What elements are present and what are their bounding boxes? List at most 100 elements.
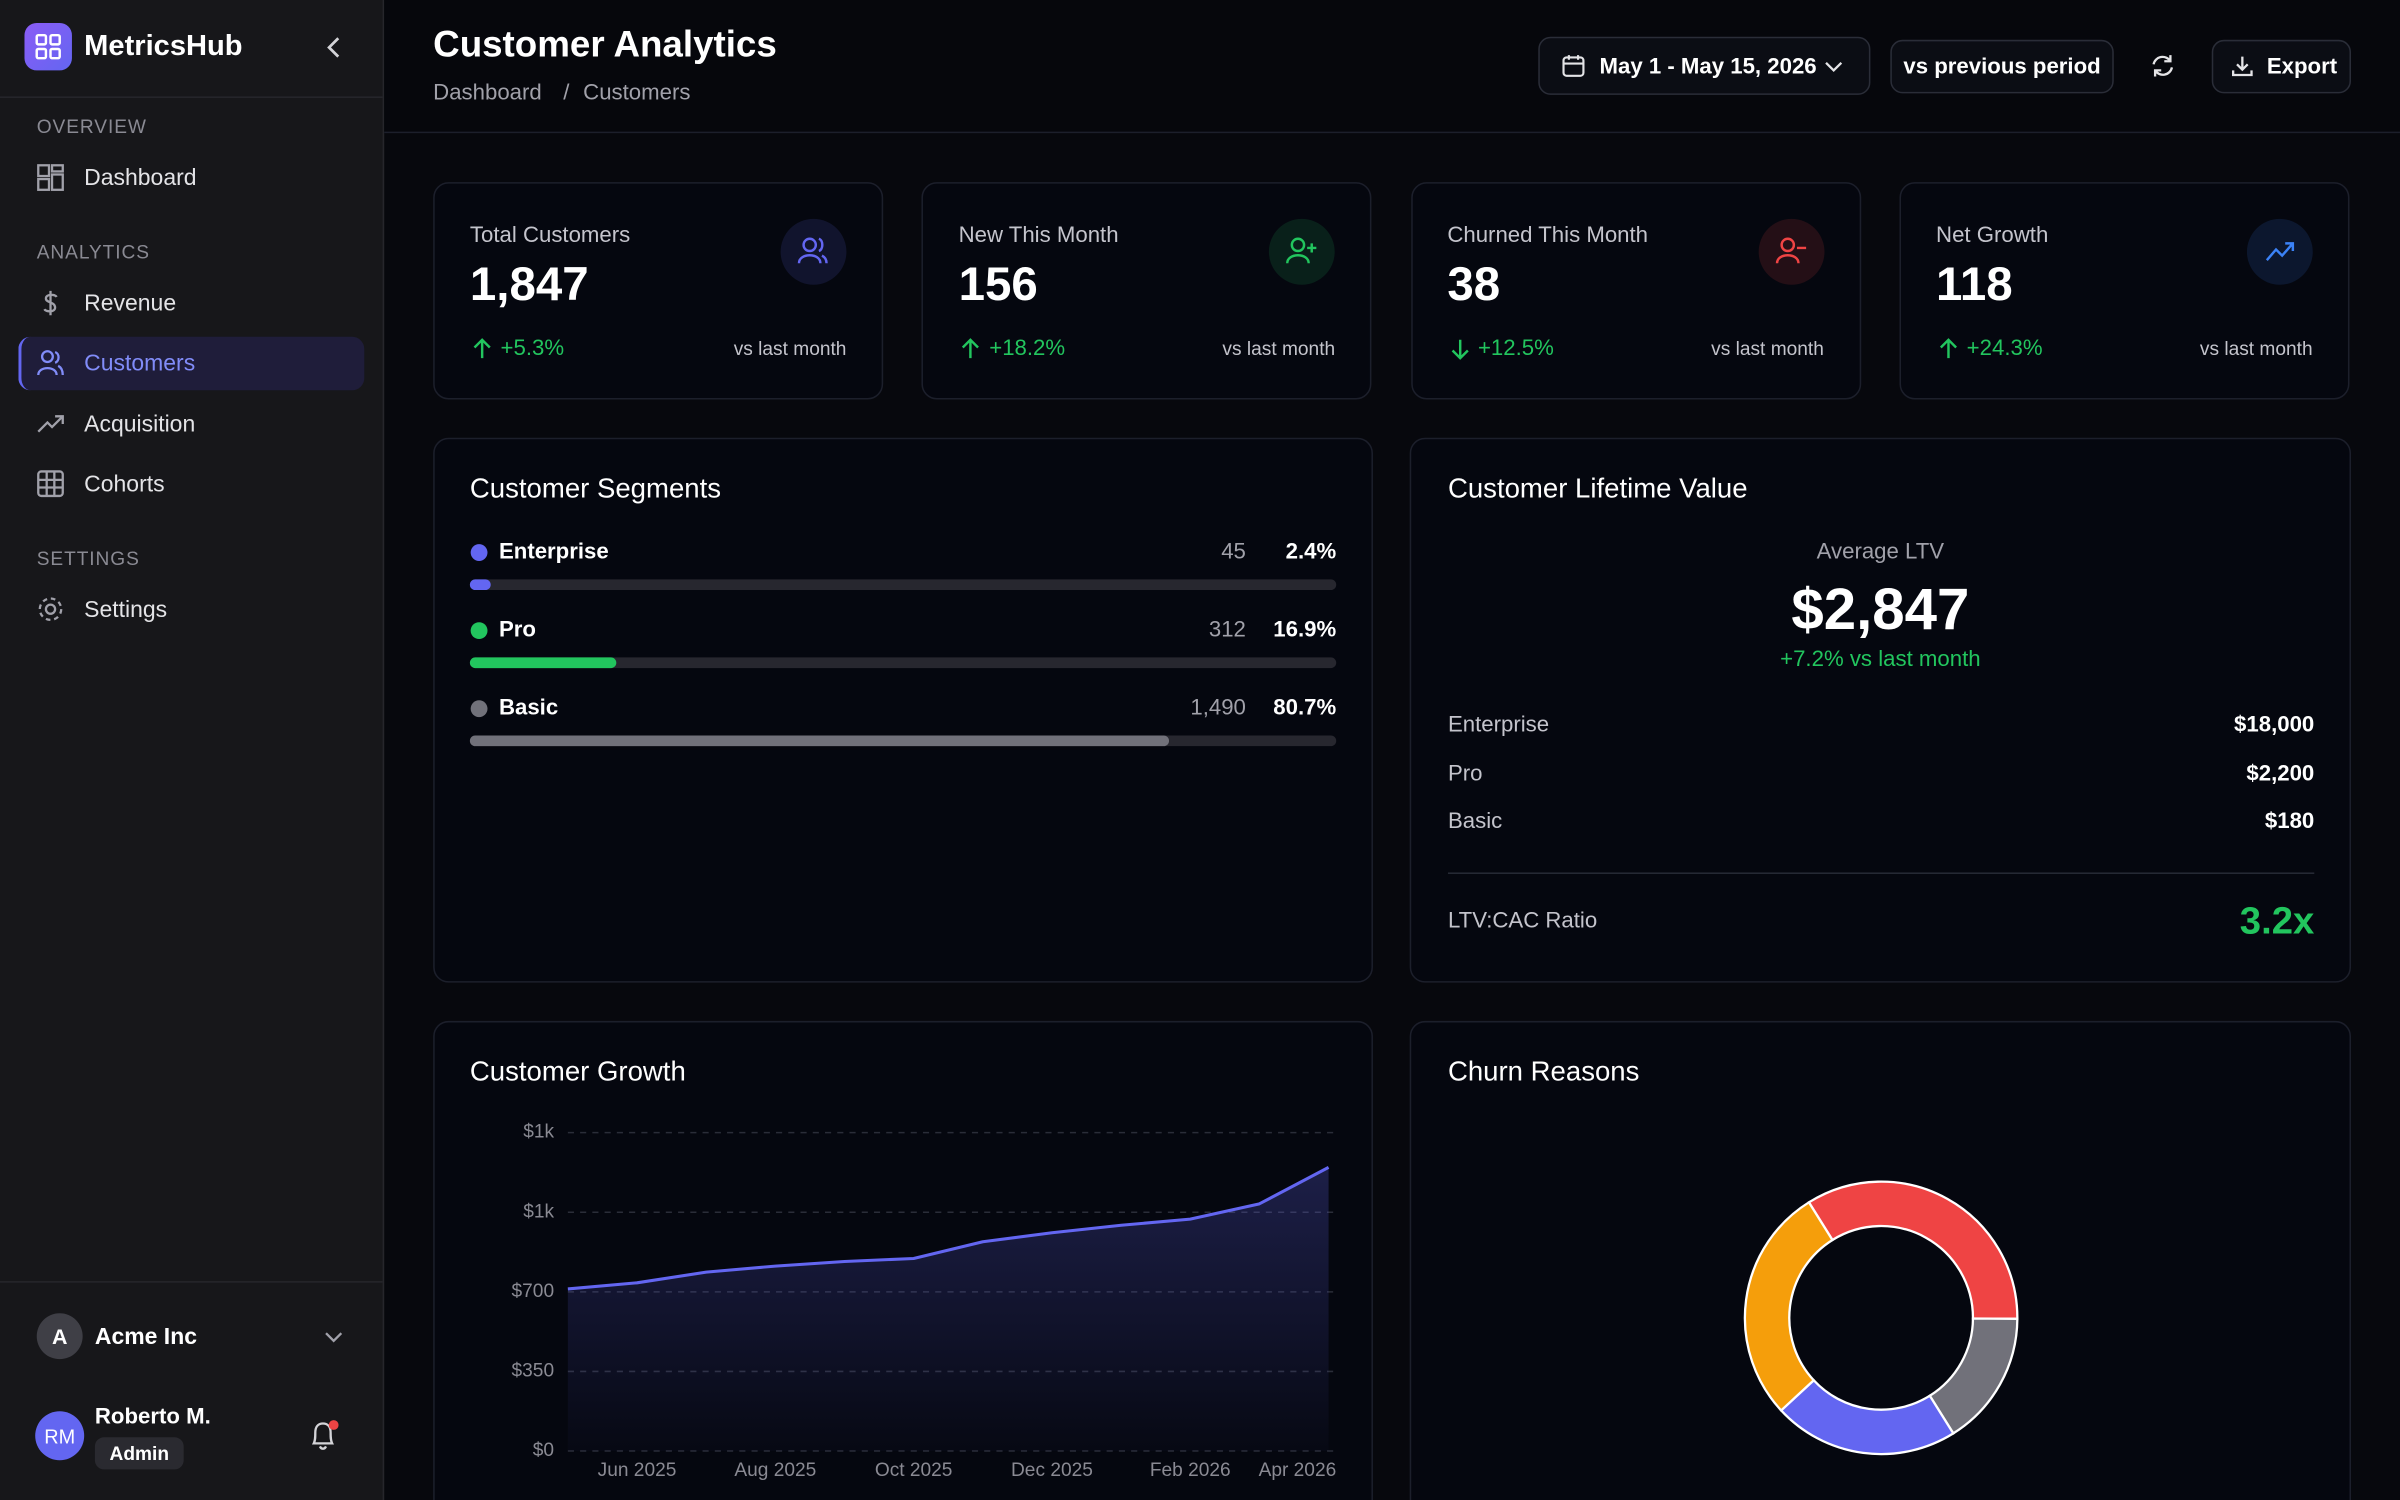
avg-ltv-label: Average LTV	[1816, 540, 1945, 565]
divider	[0, 96, 383, 98]
compare-button[interactable]	[1890, 39, 2114, 94]
kpi-card: Churned This Month 38 +12.5% vs last month	[1410, 182, 1861, 400]
nav-icon	[43, 290, 58, 316]
nav-item[interactable]: Settings	[84, 596, 168, 623]
brand-logo[interactable]	[24, 22, 72, 71]
date-range: May 1 - May 15, 2026	[1599, 55, 1817, 80]
ltv-tier: Basic	[1447, 809, 1503, 835]
user-avatar[interactable]	[35, 1411, 85, 1461]
workspace-initial: A	[51, 1323, 68, 1349]
segment-bar	[469, 579, 491, 591]
kpi-card: New This Month 156 +18.2% vs last month	[921, 182, 1372, 400]
donut-slice	[1779, 1378, 1955, 1456]
kpi-note: vs last month	[1222, 338, 1336, 360]
segments-card	[433, 437, 1373, 983]
kpi-label: Total Customers	[469, 223, 631, 248]
brand-name: MetricsHub	[84, 30, 243, 63]
kpi-icon	[1758, 218, 1824, 285]
collapse-button[interactable]	[321, 34, 345, 62]
segment-bar	[469, 735, 1170, 747]
card-title: Customer Growth	[469, 1056, 686, 1087]
date-picker[interactable]	[1538, 36, 1871, 95]
divider	[1447, 872, 2315, 874]
nav-icon	[37, 164, 64, 191]
segment-track	[469, 579, 1337, 591]
date-dropdown	[1825, 61, 1843, 73]
ltv-value: $2,200	[2246, 761, 2315, 786]
kpi-icon	[1269, 218, 1336, 285]
section-title: SETTINGS	[36, 547, 140, 570]
nav-item[interactable]: Revenue	[84, 290, 177, 317]
workspace-dropdown[interactable]	[323, 1326, 344, 1347]
segment-track	[469, 657, 1337, 669]
donut-slice	[1743, 1200, 1835, 1413]
kpi-note: vs last month	[733, 338, 847, 360]
kpi-icon	[2246, 218, 2313, 285]
kpi-label: Churned This Month	[1447, 223, 1649, 248]
kpi-label: Net Growth	[1936, 223, 2049, 248]
kpi-card: Net Growth 118 +24.3% vs last month	[1899, 182, 2350, 400]
avg-ltv-value: $2,847	[1791, 578, 1970, 643]
segment-count: 45	[1221, 538, 1246, 563]
kpi-icon-glyph	[1286, 237, 1317, 264]
segment-name: Enterprise	[499, 538, 609, 563]
ltv-value: $18,000	[2234, 713, 2315, 738]
nav-icon	[38, 597, 63, 622]
kpi-label: New This Month	[958, 223, 1119, 248]
section-title: ANALYTICS	[36, 241, 150, 264]
kpi-card: Total Customers 1,847 +5.3% vs last month	[433, 182, 884, 400]
nav-item[interactable]: Acquisition	[84, 411, 196, 438]
user-role: Admin	[109, 1443, 170, 1465]
nav-item[interactable]: Cohorts	[84, 471, 165, 498]
avg-ltv-change: +7.2% vs last month	[1780, 647, 1981, 672]
kpi-value: 1,847	[469, 257, 589, 311]
x-tick-label: Oct 2025	[875, 1460, 953, 1481]
ltv-tier: Enterprise	[1447, 713, 1550, 738]
card-title: Customer Segments	[469, 472, 722, 504]
kpi-icon-glyph	[2265, 242, 2294, 262]
breadcrumb[interactable]: Dashboard	[433, 81, 542, 106]
refresh-button[interactable]	[2149, 52, 2177, 80]
kpi-value: 118	[1936, 257, 2013, 311]
card-title: Churn Reasons	[1447, 1056, 1640, 1087]
x-tick-label: Apr 2026	[1259, 1460, 1337, 1481]
y-tick-label: $350	[512, 1360, 555, 1381]
segment-count: 1,490	[1190, 695, 1246, 720]
segment-share: 80.7%	[1273, 695, 1336, 720]
nav-item[interactable]: Dashboard	[84, 165, 197, 192]
compare-label: vs previous period	[1903, 55, 2101, 80]
y-tick-label: $1k	[523, 1122, 554, 1143]
donut-slice	[1807, 1180, 2019, 1320]
notifications[interactable]	[306, 1417, 343, 1454]
kpi-change: +24.3%	[1966, 336, 2043, 362]
trend-arrow	[1451, 339, 1469, 360]
kpi-note: vs last month	[1711, 338, 1824, 360]
kpi-change: +5.3%	[500, 336, 565, 362]
segment-name: Basic	[499, 695, 558, 720]
breadcrumb: Customers	[583, 81, 691, 106]
nav-item-active[interactable]	[18, 336, 365, 391]
kpi-icon-glyph	[797, 237, 828, 264]
x-tick-label: Aug 2025	[734, 1460, 816, 1481]
x-tick-label: Dec 2025	[1011, 1460, 1093, 1481]
user-initials: RM	[44, 1424, 76, 1448]
export-button[interactable]	[2211, 39, 2352, 94]
trend-arrow	[1939, 338, 1957, 359]
segment-count: 312	[1209, 616, 1246, 641]
kpi-icon-glyph	[1775, 237, 1806, 264]
workspace-name[interactable]: Acme Inc	[94, 1323, 197, 1350]
kpi-value: 38	[1447, 257, 1501, 311]
segment-dot	[470, 700, 488, 718]
role-badge	[94, 1437, 184, 1470]
nav-item[interactable]: Customers	[84, 350, 196, 377]
download-icon	[2232, 56, 2253, 77]
workspace-avatar[interactable]	[36, 1313, 83, 1360]
ratio-label: LTV:CAC Ratio	[1447, 909, 1598, 934]
page-title: Customer Analytics	[433, 24, 777, 66]
logo-icon	[35, 33, 61, 60]
segment-dot	[470, 544, 488, 561]
area	[567, 1167, 1329, 1452]
y-tick-label: $1k	[523, 1201, 554, 1222]
ltv-card	[1409, 437, 2352, 983]
